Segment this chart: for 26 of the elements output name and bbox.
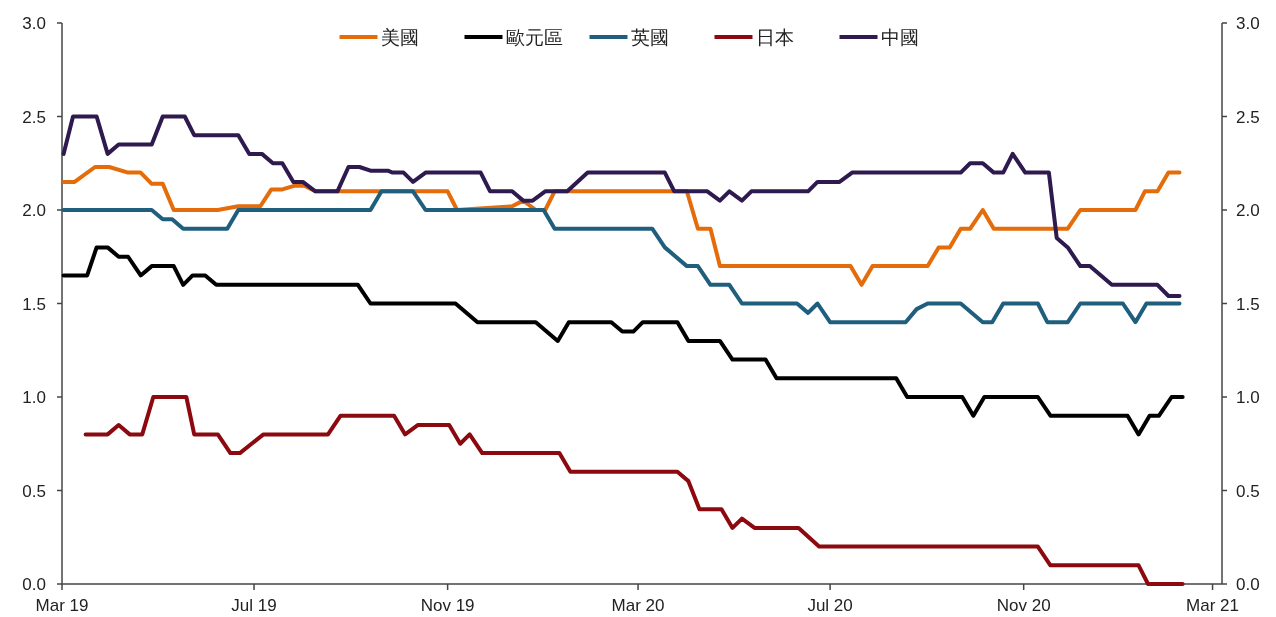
legend-label: 美國 [380,27,419,48]
legend-label: 歐元區 [505,27,563,48]
x-tick-label: Jul 19 [231,596,277,615]
y-tick-label: 0.0 [22,575,46,594]
y-tick-label: 3.0 [22,14,46,33]
y-tick-label: 2.5 [22,107,46,127]
x-tick-label: Jul 20 [807,596,853,615]
y2-tick-label: 3.0 [1236,14,1260,33]
y2-tick-label: 2.5 [1236,107,1260,127]
y2-tick-label: 1.5 [1236,294,1260,314]
x-tick-label: Mar 19 [35,596,89,615]
x-tick-label: Mar 20 [611,596,665,615]
legend-label: 英國 [630,27,669,48]
y-tick-label: 2.0 [22,201,46,220]
y2-tick-label: 0.0 [1236,575,1260,594]
x-tick-label: Mar 21 [1186,596,1240,615]
legend-label: 日本 [755,27,794,48]
y2-tick-label: 2.0 [1236,201,1260,220]
x-tick-label: Nov 20 [996,596,1051,615]
y-tick-label: 0.5 [22,481,46,501]
legend-label: 中國 [880,27,919,48]
y-tick-label: 1.0 [22,388,46,407]
y2-tick-label: 1.0 [1236,388,1260,407]
y2-tick-label: 0.5 [1236,481,1260,501]
x-tick-label: Nov 19 [420,596,475,615]
y-tick-label: 1.5 [22,294,46,314]
